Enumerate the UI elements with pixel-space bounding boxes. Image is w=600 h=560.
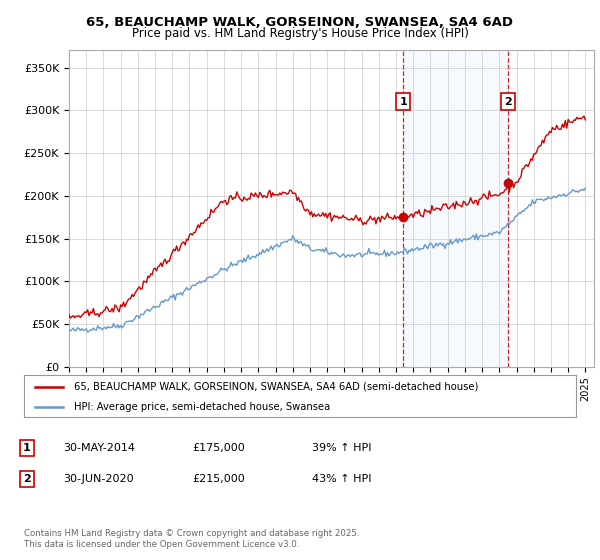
Text: £175,000: £175,000 <box>192 443 245 453</box>
Text: HPI: Average price, semi-detached house, Swansea: HPI: Average price, semi-detached house,… <box>74 402 330 412</box>
Text: Contains HM Land Registry data © Crown copyright and database right 2025.
This d: Contains HM Land Registry data © Crown c… <box>24 529 359 549</box>
Text: 2: 2 <box>504 97 512 107</box>
Text: 65, BEAUCHAMP WALK, GORSEINON, SWANSEA, SA4 6AD: 65, BEAUCHAMP WALK, GORSEINON, SWANSEA, … <box>86 16 514 29</box>
Text: 2: 2 <box>23 474 31 484</box>
Text: 30-JUN-2020: 30-JUN-2020 <box>63 474 134 484</box>
Text: 39% ↑ HPI: 39% ↑ HPI <box>312 443 371 453</box>
Text: 65, BEAUCHAMP WALK, GORSEINON, SWANSEA, SA4 6AD (semi-detached house): 65, BEAUCHAMP WALK, GORSEINON, SWANSEA, … <box>74 382 478 392</box>
Text: 1: 1 <box>23 443 31 453</box>
Text: 30-MAY-2014: 30-MAY-2014 <box>63 443 135 453</box>
Text: 43% ↑ HPI: 43% ↑ HPI <box>312 474 371 484</box>
Text: Price paid vs. HM Land Registry's House Price Index (HPI): Price paid vs. HM Land Registry's House … <box>131 27 469 40</box>
Text: £215,000: £215,000 <box>192 474 245 484</box>
Text: 1: 1 <box>400 97 407 107</box>
Bar <box>403 50 508 367</box>
